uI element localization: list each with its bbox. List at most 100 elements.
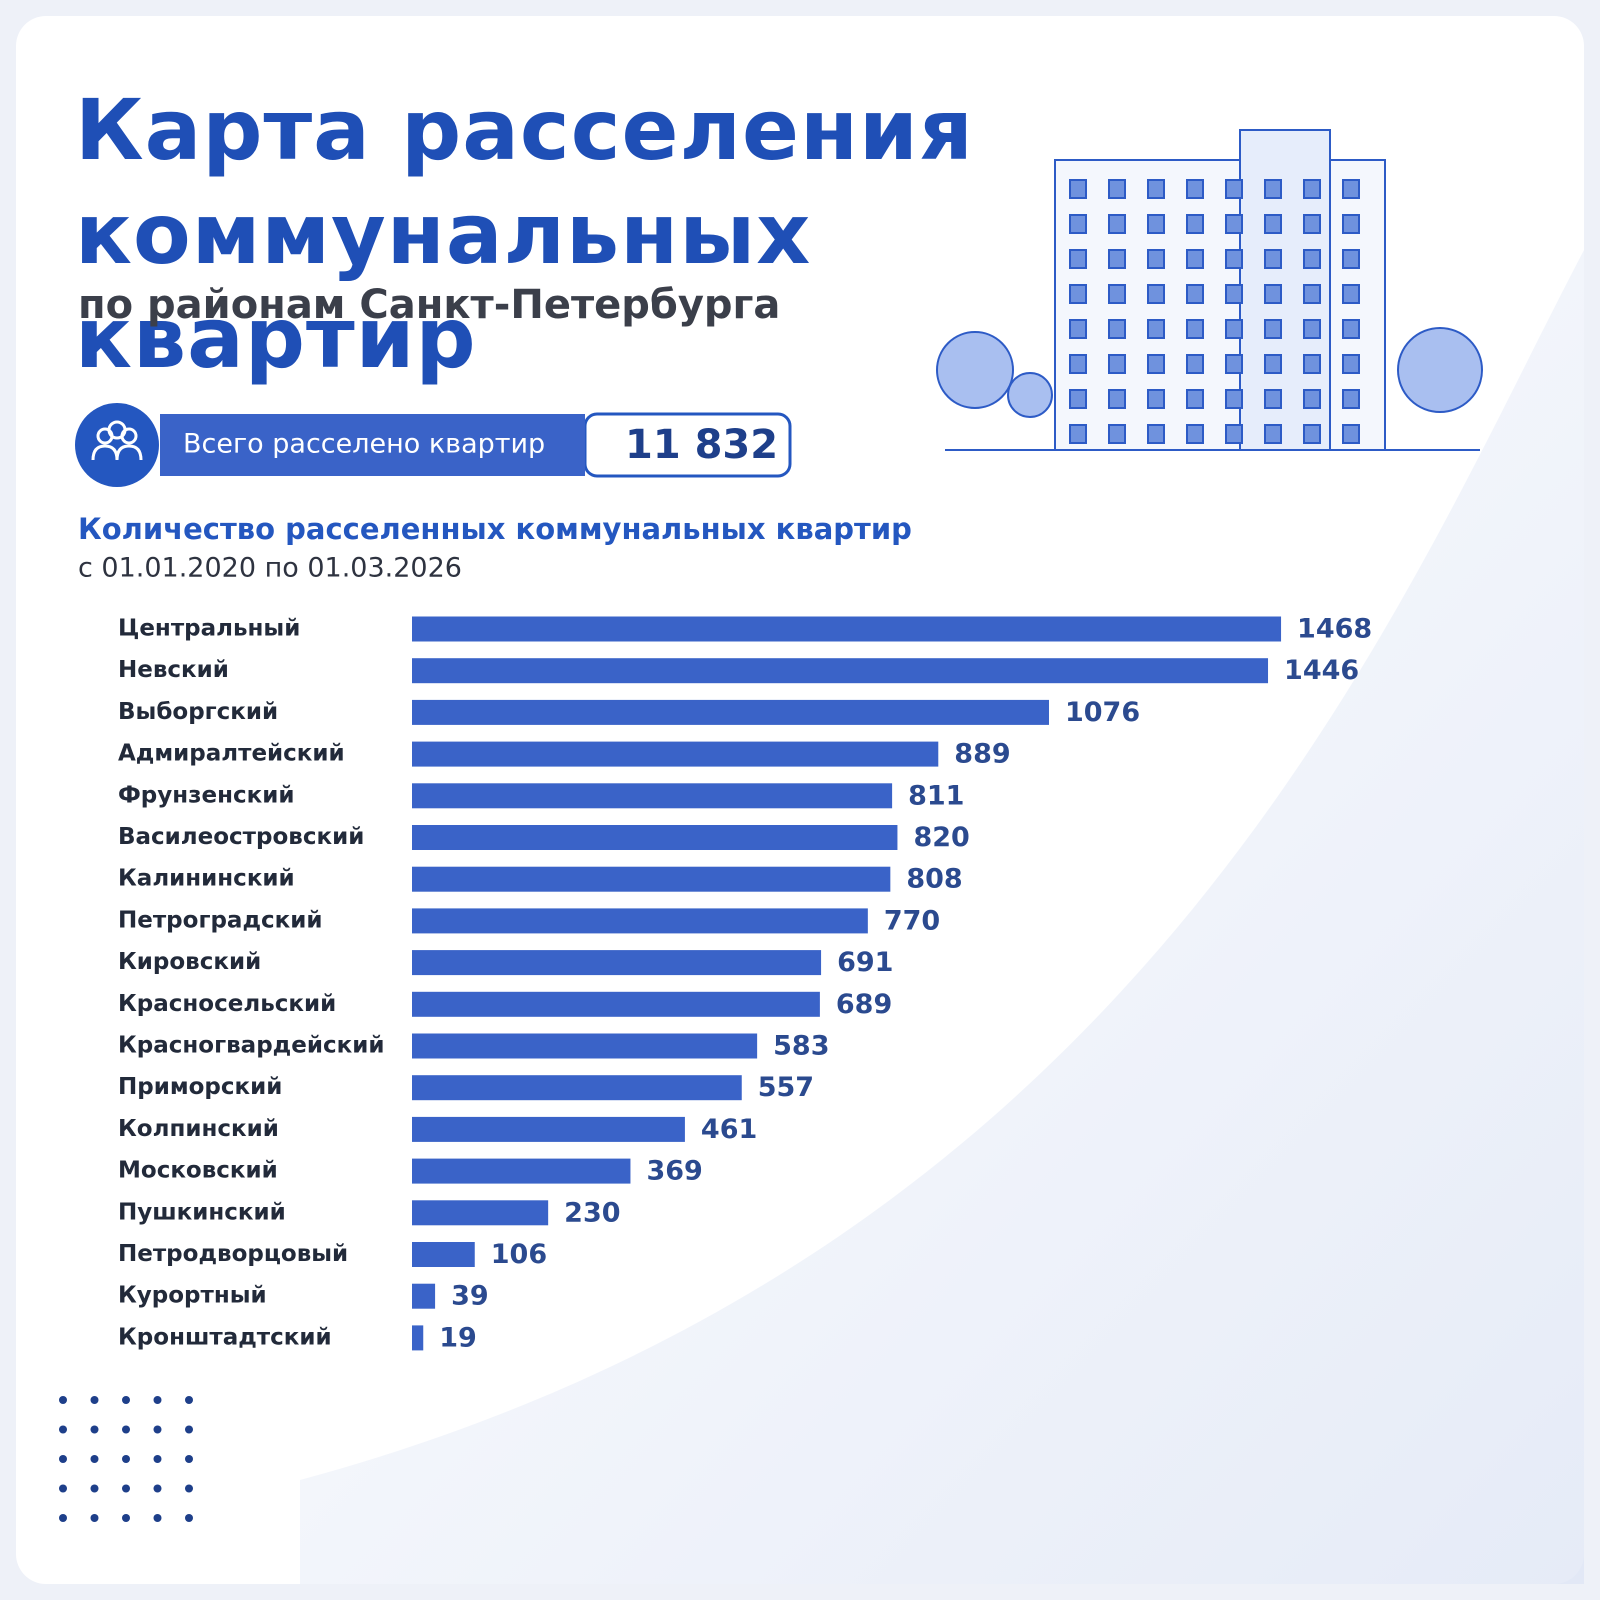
window	[1303, 319, 1321, 339]
window	[1225, 354, 1243, 374]
window	[1186, 424, 1204, 444]
dot	[59, 1514, 67, 1522]
data-label: 770	[884, 905, 940, 936]
chart-subtitle: с 01.01.2020 по 01.03.2026	[78, 553, 462, 584]
chart-title: Количество расселенных коммунальных квар…	[78, 512, 912, 546]
category-label: Калининский	[118, 866, 295, 892]
badge-label-box	[160, 414, 585, 476]
window	[1186, 249, 1204, 269]
dot	[90, 1396, 99, 1404]
tree	[1007, 372, 1053, 418]
window	[1264, 354, 1282, 374]
window	[1186, 354, 1204, 374]
window	[1186, 179, 1204, 199]
dot	[153, 1455, 162, 1463]
window	[1264, 214, 1282, 234]
window	[1303, 249, 1321, 269]
window	[1225, 424, 1243, 444]
window	[1342, 354, 1360, 374]
bar	[412, 991, 820, 1017]
bar	[412, 1158, 631, 1184]
category-label: Невский	[118, 657, 229, 683]
window	[1342, 389, 1360, 409]
category-label: Пушкинский	[118, 1199, 286, 1225]
bar	[412, 825, 898, 850]
dot	[90, 1425, 99, 1434]
category-label: Колпинский	[118, 1116, 279, 1142]
dot	[185, 1455, 193, 1463]
window	[1303, 179, 1321, 199]
window	[1147, 389, 1165, 409]
bar	[412, 908, 868, 934]
window	[1186, 319, 1204, 339]
dot	[153, 1514, 162, 1522]
category-label: Курортный	[118, 1283, 267, 1309]
dot	[90, 1484, 99, 1493]
window	[1147, 179, 1165, 199]
window	[1264, 424, 1282, 444]
window	[1342, 284, 1360, 304]
window	[1186, 214, 1204, 234]
bar	[412, 741, 939, 767]
dot	[122, 1425, 130, 1434]
data-label: 230	[564, 1197, 620, 1228]
window	[1225, 319, 1243, 339]
bar	[412, 950, 822, 976]
data-label: 1076	[1065, 697, 1140, 728]
window	[1303, 214, 1321, 234]
dot	[153, 1396, 162, 1404]
window	[1342, 179, 1360, 199]
window	[1108, 424, 1126, 444]
dot	[122, 1484, 130, 1493]
category-label: Центральный	[118, 616, 300, 642]
category-label: Кировский	[118, 949, 261, 975]
data-label: 820	[913, 822, 969, 853]
data-label: 39	[451, 1281, 489, 1312]
category-label: Красногвардейский	[118, 1033, 384, 1059]
window	[1342, 214, 1360, 234]
window	[1069, 214, 1087, 234]
dot	[59, 1396, 67, 1404]
bar	[412, 1075, 742, 1101]
data-label: 583	[773, 1031, 829, 1062]
window	[1147, 424, 1165, 444]
window	[1264, 389, 1282, 409]
window	[1342, 249, 1360, 269]
dot	[59, 1425, 67, 1434]
dot	[122, 1514, 130, 1522]
window	[1069, 179, 1087, 199]
window	[1264, 284, 1282, 304]
dot	[59, 1455, 67, 1463]
data-label: 19	[439, 1322, 477, 1353]
window	[1225, 284, 1243, 304]
window	[1264, 179, 1282, 199]
window	[1342, 424, 1360, 444]
tree	[1397, 327, 1483, 413]
window	[1108, 214, 1126, 234]
window	[1303, 424, 1321, 444]
bar	[412, 616, 1282, 642]
window	[1069, 354, 1087, 374]
dot	[153, 1425, 162, 1434]
category-label: Адмиралтейский	[118, 741, 345, 767]
badge-label: Всего расселено квартир	[183, 429, 545, 460]
window	[1147, 249, 1165, 269]
category-label: Фрунзенский	[118, 782, 295, 808]
dot	[90, 1455, 99, 1463]
window	[1108, 179, 1126, 199]
category-label: Выборгский	[118, 699, 278, 725]
window	[1225, 249, 1243, 269]
bar	[412, 1325, 424, 1351]
tree	[936, 331, 1014, 409]
window	[1147, 284, 1165, 304]
data-label: 1446	[1284, 655, 1359, 686]
window	[1069, 389, 1087, 409]
data-label: 689	[836, 989, 892, 1020]
bar	[412, 783, 893, 809]
dot	[153, 1484, 162, 1493]
dot	[90, 1514, 99, 1522]
bar	[412, 1283, 436, 1309]
window	[1264, 319, 1282, 339]
window	[1225, 214, 1243, 234]
